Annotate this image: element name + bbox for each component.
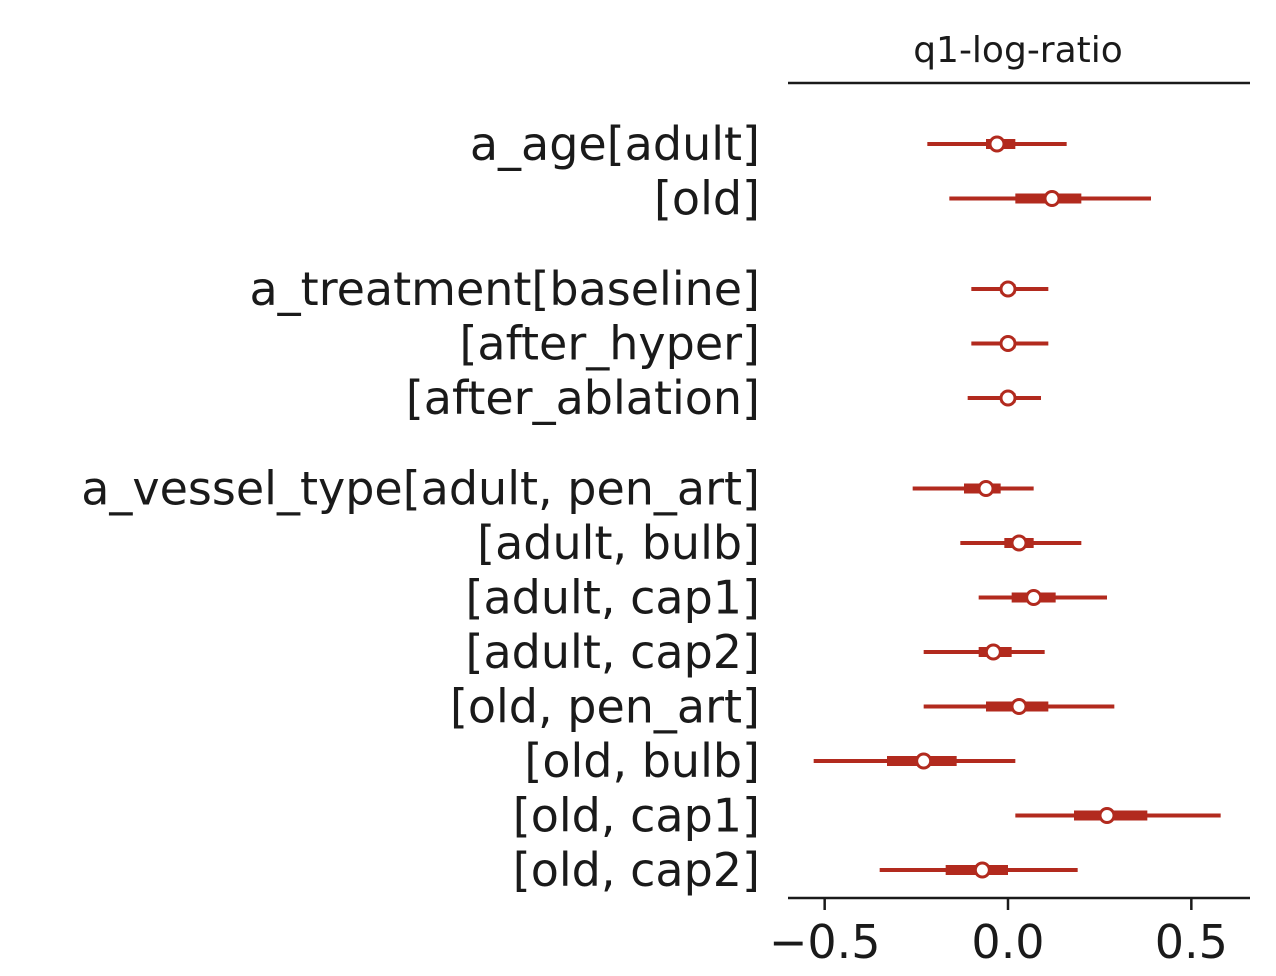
median-point: [999, 280, 1017, 298]
row-label: [old, pen_art]: [450, 680, 760, 734]
x-axis-ticks: −0.5 0.0 0.5: [769, 898, 1228, 969]
row-label: [old, bulb]: [524, 734, 760, 788]
forest-row: [adult, cap2]: [466, 625, 1045, 679]
forest-row: a_treatment[baseline]: [249, 262, 1049, 316]
row-label: [adult, cap1]: [466, 571, 760, 625]
rows-layer: a_age[adult][old]a_treatment[baseline][a…: [81, 117, 1221, 897]
median-point: [1010, 534, 1028, 552]
row-label: [old, cap2]: [513, 843, 760, 897]
median-point: [1025, 589, 1043, 606]
chart-title: q1-log-ratio: [913, 30, 1123, 71]
row-label: [after_hyper]: [459, 317, 760, 371]
x-tick-label: 0.0: [971, 915, 1044, 969]
row-label: [old]: [654, 172, 760, 226]
forest-row: [old, pen_art]: [450, 680, 1115, 734]
median-point: [915, 752, 933, 770]
forest-row: [old]: [654, 172, 1151, 226]
forest-row: [old, cap1]: [513, 789, 1221, 843]
forest-row: [adult, bulb]: [477, 516, 1082, 570]
forest-row: [after_ablation]: [406, 371, 1041, 425]
x-tick-label: −0.5: [769, 915, 881, 969]
row-label: [adult, bulb]: [477, 516, 760, 570]
median-point: [1043, 190, 1061, 207]
median-point: [999, 389, 1017, 407]
row-label: a_age[adult]: [470, 117, 760, 171]
median-point: [999, 335, 1017, 352]
median-point: [977, 480, 995, 497]
row-label: a_treatment[baseline]: [249, 262, 760, 316]
median-point: [1098, 807, 1116, 824]
median-point: [973, 861, 991, 879]
row-label: [old, cap1]: [513, 789, 760, 843]
x-tick-label: 0.5: [1155, 915, 1228, 969]
row-label: a_vessel_type[adult, pen_art]: [81, 462, 760, 516]
forest-row: [old, bulb]: [524, 734, 1016, 788]
forest-row: a_age[adult]: [470, 117, 1067, 171]
forest-row: [old, cap2]: [513, 843, 1078, 897]
median-point: [984, 643, 1002, 661]
forest-row: [after_hyper]: [459, 317, 1049, 371]
forest-row: a_vessel_type[adult, pen_art]: [81, 462, 1034, 516]
forest-row: [adult, cap1]: [466, 571, 1107, 625]
median-point: [988, 135, 1006, 153]
row-label: [adult, cap2]: [466, 625, 760, 679]
median-point: [1010, 698, 1028, 715]
row-label: [after_ablation]: [406, 371, 760, 425]
